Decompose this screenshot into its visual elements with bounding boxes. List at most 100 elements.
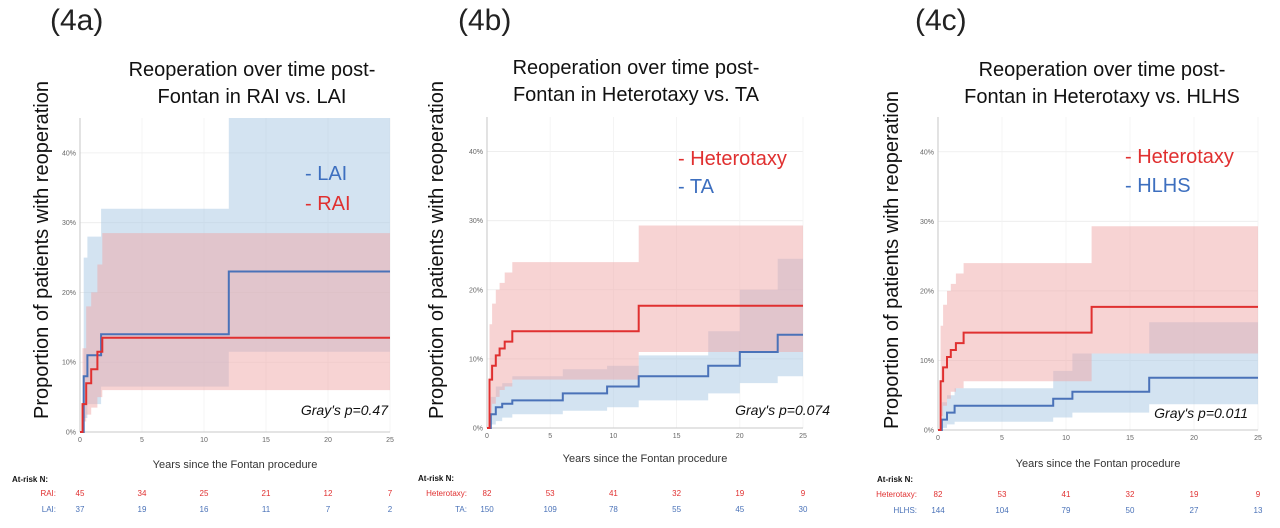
at-risk-value: 21 xyxy=(262,489,271,498)
at-risk-value: 82 xyxy=(483,489,492,498)
at-risk-value: 37 xyxy=(76,505,85,514)
at-risk-value: 55 xyxy=(672,505,681,514)
p-value-annotation: Gray's p=0.47 xyxy=(301,402,389,418)
at-risk-title: At-risk N: xyxy=(12,475,48,484)
legend-entry: - Heterotaxy xyxy=(678,148,787,170)
y-tick-label: 20% xyxy=(62,290,76,297)
y-tick-label: 10% xyxy=(920,358,934,365)
confidence-band-ta xyxy=(487,258,803,428)
at-risk-row-label: TA: xyxy=(455,505,467,514)
at-risk-value: 45 xyxy=(735,505,744,514)
x-tick-label: 10 xyxy=(610,433,618,440)
at-risk-value: 32 xyxy=(672,489,681,498)
at-risk-row-label: LAI: xyxy=(42,505,56,514)
y-tick-label: 0% xyxy=(924,428,934,435)
at-risk-value: 82 xyxy=(934,490,943,499)
at-risk-value: 27 xyxy=(1190,506,1199,515)
at-risk-value: 41 xyxy=(609,489,618,498)
x-tick-label: 15 xyxy=(673,433,681,440)
legend-entry: - LAI xyxy=(305,163,347,185)
at-risk-value: 34 xyxy=(138,489,147,498)
x-tick-label: 15 xyxy=(1126,435,1134,442)
series-line-rai xyxy=(80,336,390,433)
at-risk-value: 19 xyxy=(1190,490,1199,499)
y-tick-label: 30% xyxy=(62,220,76,227)
at-risk-value: 50 xyxy=(1126,506,1135,515)
x-tick-label: 25 xyxy=(386,437,394,444)
x-tick-label: 10 xyxy=(1062,435,1070,442)
x-tick-label: 25 xyxy=(799,433,807,440)
x-tick-label: 0 xyxy=(936,435,940,442)
at-risk-value: 11 xyxy=(262,505,271,514)
series-line-hlhs xyxy=(938,376,1258,431)
at-risk-value: 32 xyxy=(1126,490,1135,499)
x-tick-label: 10 xyxy=(200,437,208,444)
at-risk-value: 78 xyxy=(609,505,618,514)
x-tick-label: 5 xyxy=(1000,435,1004,442)
legend-entry: - Heterotaxy xyxy=(1125,146,1234,168)
panel-2: (4b)Reoperation over time post- Fontan in… xyxy=(418,4,830,514)
y-tick-label: 30% xyxy=(920,219,934,226)
x-tick-label: 0 xyxy=(78,437,82,444)
x-tick-label: 20 xyxy=(1190,435,1198,442)
at-risk-value: 12 xyxy=(324,489,333,498)
chart-title-line-2: Fontan in Heterotaxy vs. HLHS xyxy=(964,86,1240,108)
chart-title-line-1: Reoperation over time post- xyxy=(513,57,760,79)
series-line-ta xyxy=(487,333,803,429)
legend-entry: - HLHS xyxy=(1125,175,1191,197)
at-risk-row-label: Heterotaxy: xyxy=(426,489,467,498)
at-risk-value: 7 xyxy=(326,505,331,514)
at-risk-value: 13 xyxy=(1254,506,1263,515)
at-risk-value: 2 xyxy=(388,505,393,514)
at-risk-value: 30 xyxy=(799,505,808,514)
x-tick-label: 25 xyxy=(1254,435,1262,442)
x-tick-label: 5 xyxy=(548,433,552,440)
y-tick-label: 10% xyxy=(469,356,483,363)
at-risk-title: At-risk N: xyxy=(418,474,454,483)
at-risk-row-label: Heterotaxy: xyxy=(876,490,917,499)
at-risk-value: 16 xyxy=(200,505,209,514)
at-risk-row-label: HLHS: xyxy=(893,506,917,515)
panel-1: (4a) Reoperation over time post- Fontan in… xyxy=(12,4,394,514)
at-risk-value: 53 xyxy=(998,490,1007,499)
y-tick-label: 10% xyxy=(62,360,76,367)
at-risk-value: 9 xyxy=(1256,490,1261,499)
confidence-band-heterotaxy xyxy=(938,226,1258,430)
chart-title-line-2: Fontan in RAI vs. LAI xyxy=(158,86,347,108)
at-risk-value: 53 xyxy=(546,489,555,498)
panel-label: (4a) xyxy=(50,4,103,37)
at-risk-value: 79 xyxy=(1062,506,1071,515)
at-risk-value: 9 xyxy=(801,489,806,498)
chart-title-line-1: Reoperation over time post- xyxy=(979,59,1226,81)
p-value-annotation: Gray's p=0.011 xyxy=(1154,405,1248,421)
y-tick-label: 40% xyxy=(62,150,76,157)
series-line-lai xyxy=(80,270,390,433)
y-tick-label: 40% xyxy=(920,149,934,156)
y-tick-label: 0% xyxy=(473,426,483,433)
y-axis-label: Proportion of patients with reoperation xyxy=(881,91,903,429)
at-risk-value: 19 xyxy=(138,505,147,514)
x-tick-label: 20 xyxy=(324,437,332,444)
y-tick-label: 0% xyxy=(66,430,76,437)
at-risk-value: 109 xyxy=(544,505,558,514)
y-axis-label: Proportion of patients with reoperation xyxy=(426,81,448,419)
chart-title-line-1: Reoperation over time post- xyxy=(129,59,376,81)
at-risk-value: 104 xyxy=(995,506,1009,515)
y-tick-label: 20% xyxy=(920,288,934,295)
x-tick-label: 5 xyxy=(140,437,144,444)
legend-entry: - RAI xyxy=(305,193,351,215)
p-value-annotation: Gray's p=0.074 xyxy=(735,402,830,418)
at-risk-value: 150 xyxy=(480,505,494,514)
series-line-heterotaxy xyxy=(487,304,803,429)
x-tick-label: 20 xyxy=(736,433,744,440)
x-axis-label: Years since the Fontan procedure xyxy=(1016,458,1181,470)
x-tick-label: 15 xyxy=(262,437,270,444)
confidence-band-rai xyxy=(80,233,390,432)
panel-3: (4c) Reoperation over time post- Fontan in… xyxy=(876,4,1263,515)
chart-title-line-2: Fontan in Heterotaxy vs. TA xyxy=(513,84,760,106)
series-line-heterotaxy xyxy=(938,305,1258,431)
at-risk-value: 45 xyxy=(76,489,85,498)
legend-entry: - TA xyxy=(678,176,715,198)
at-risk-value: 41 xyxy=(1062,490,1071,499)
